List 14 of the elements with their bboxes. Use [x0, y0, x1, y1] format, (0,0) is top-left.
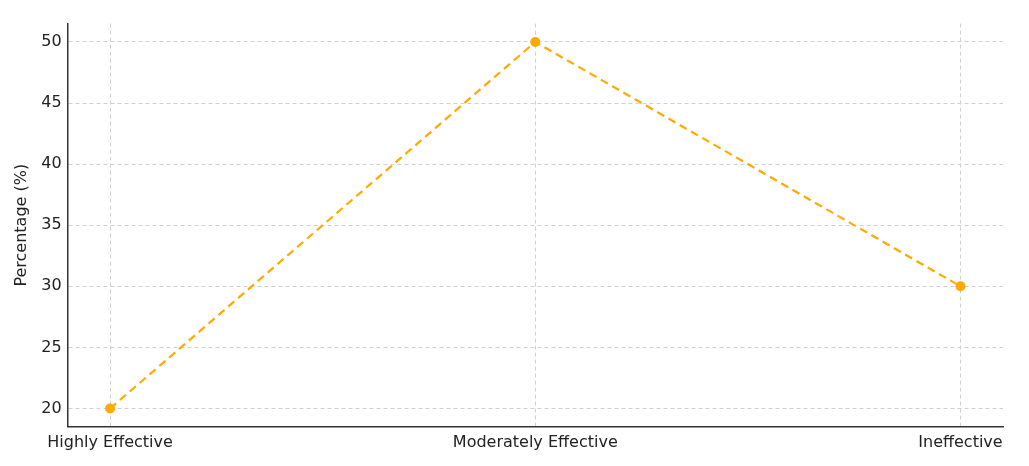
y-tick-label: 20 — [41, 397, 62, 417]
y-axis-title: Percentage (%) — [10, 163, 30, 287]
y-tick-label: 50 — [41, 31, 62, 51]
y-tick-label: 40 — [41, 153, 62, 173]
x-tick-label: Ineffective — [918, 431, 1003, 451]
y-tick-label: 30 — [41, 275, 62, 295]
point — [530, 36, 541, 47]
point — [105, 403, 116, 414]
point — [955, 281, 966, 292]
x-tick-label: Moderately Effective — [452, 431, 618, 451]
y-tick-label: 25 — [41, 336, 62, 356]
y-tick-label: 35 — [41, 214, 62, 234]
x-tick-label: Highly Effective — [47, 431, 173, 451]
y-tick-label: 45 — [41, 92, 62, 112]
